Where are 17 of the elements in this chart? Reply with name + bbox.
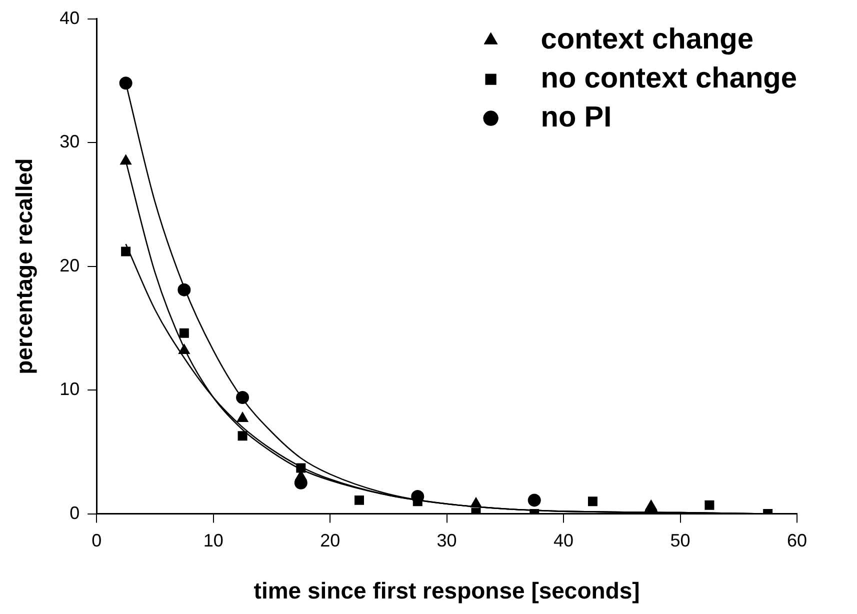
legend-label: context change xyxy=(540,23,754,56)
y-axis-title: percentage recalled xyxy=(11,158,38,374)
y-tick-label: 10 xyxy=(60,379,80,400)
y-tick-label: 30 xyxy=(60,132,80,152)
x-tick-label: 50 xyxy=(670,530,690,551)
x-axis-title: time since first response [seconds] xyxy=(254,578,640,604)
y-tick-label: 20 xyxy=(60,255,80,276)
x-tick-label: 10 xyxy=(203,530,224,551)
legend-label: no PI xyxy=(540,101,612,134)
y-tick-label: 0 xyxy=(70,502,80,523)
x-tick-label: 0 xyxy=(92,530,102,551)
x-tick-label: 60 xyxy=(786,530,808,551)
legend-label: no context change xyxy=(540,62,798,94)
x-tick-label: 40 xyxy=(554,530,574,551)
x-tick-label: 20 xyxy=(320,530,340,551)
x-tick-label: 30 xyxy=(436,530,457,551)
y-tick-label: 40 xyxy=(60,8,80,28)
